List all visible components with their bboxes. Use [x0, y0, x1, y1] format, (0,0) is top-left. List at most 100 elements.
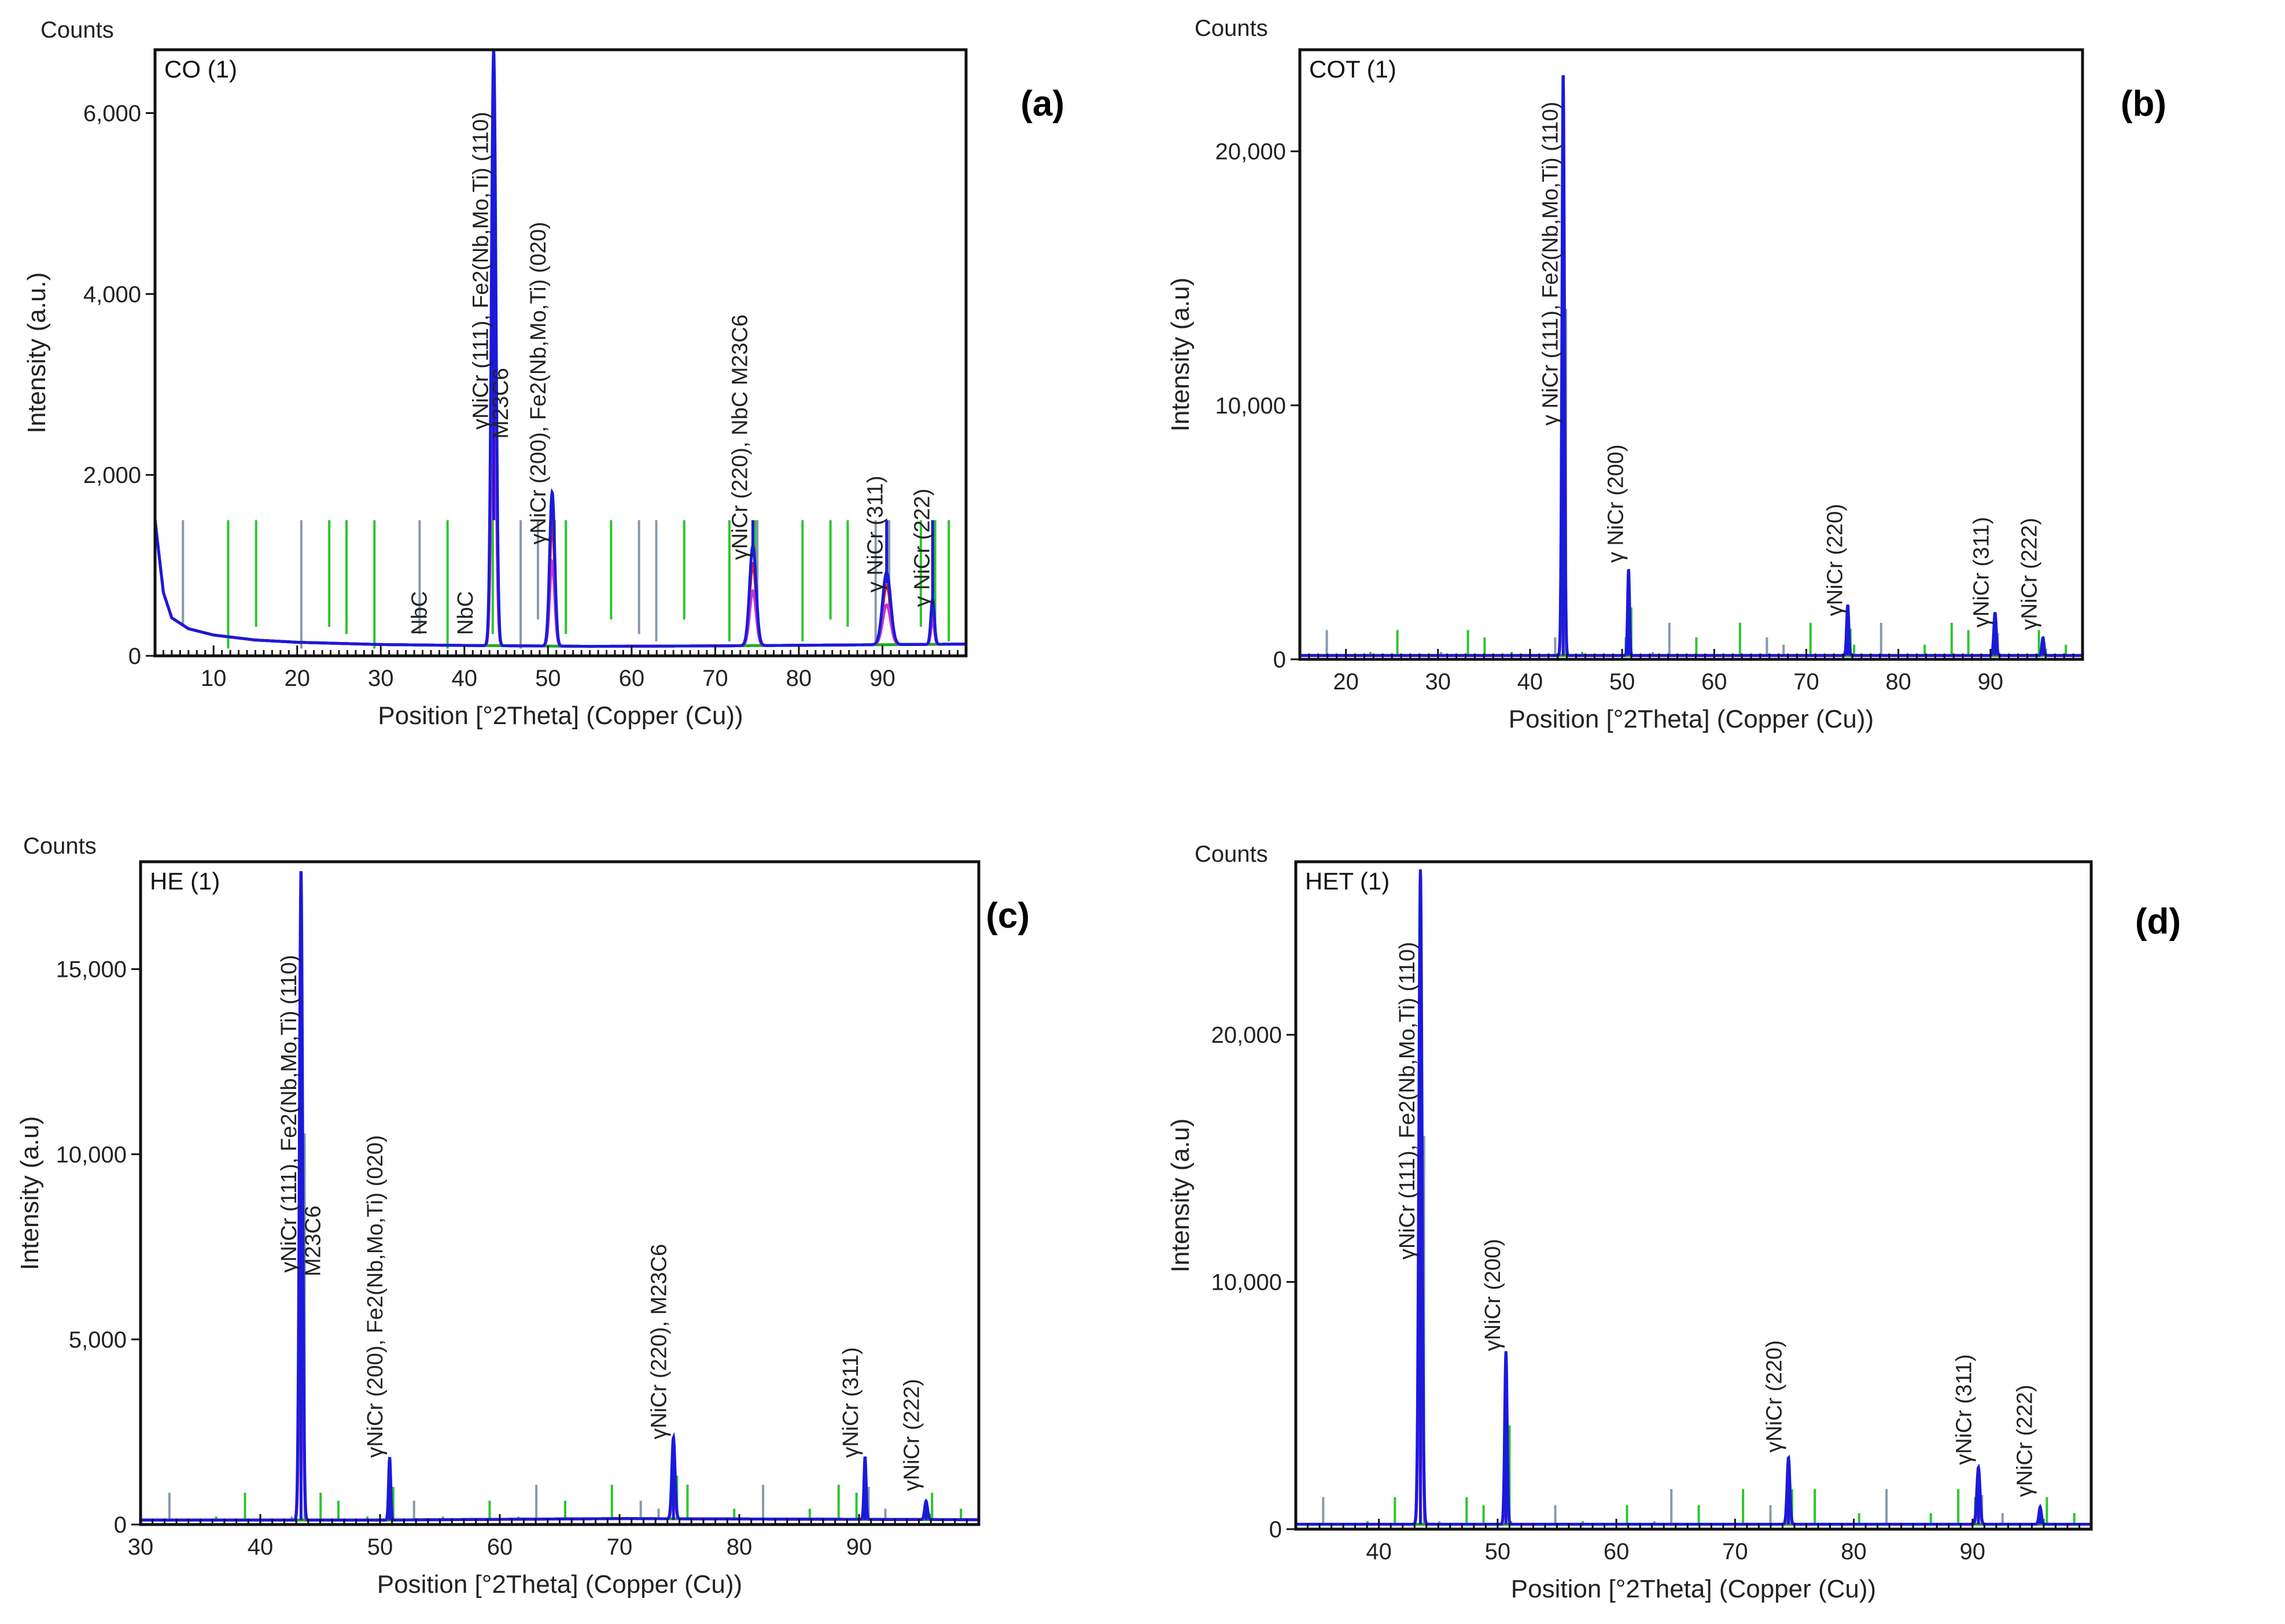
peak-annotation: γNiCr (220), NbC M23C6 — [728, 315, 752, 560]
y-tick-label: 15,000 — [56, 957, 127, 983]
sample-label: COT (1) — [1309, 56, 1396, 83]
x-tick-label: 70 — [1793, 669, 1819, 695]
x-tick-label: 30 — [1425, 669, 1451, 695]
panel-label: (d) — [2135, 902, 2181, 942]
x-tick-label: 60 — [1604, 1539, 1630, 1564]
y-tick-label: 6,000 — [83, 101, 141, 126]
x-tick-label: 60 — [487, 1534, 513, 1560]
xrd-panel-d: Counts 40 50 60 70 80 90 0 10,000 20,000 Position … — [1142, 812, 2285, 1624]
peak-annotation: NbC — [454, 591, 478, 635]
y-tick-label: 0 — [1269, 1517, 1282, 1542]
difference-trace — [1300, 331, 2083, 657]
x-tick-label: 70 — [607, 1534, 633, 1560]
y-tick-label: 20,000 — [1215, 139, 1286, 165]
x-tick-label: 90 — [846, 1534, 872, 1560]
x-tick-label: 60 — [619, 666, 645, 691]
measured-trace — [155, 48, 966, 648]
plot-area — [155, 48, 966, 649]
x-axis-title: Position [°2Theta] (Copper (Cu)) — [377, 1570, 742, 1599]
peak-annotation: γ NiCr (111), Fe2(Nb,Mo,Ti) (110) — [1539, 102, 1563, 426]
peak-annotation: γNiCr (220) — [1823, 504, 1848, 616]
difference-trace — [141, 1162, 979, 1522]
xrd-chart-b: Counts 20 30 40 50 60 70 80 90 0 10,000 20,000 Posit… — [1166, 16, 2166, 733]
calculated-trace — [155, 156, 966, 648]
y-axis-title: Intensity (a.u) — [1166, 1119, 1195, 1273]
x-tick-label: 80 — [1885, 669, 1911, 695]
x-tick-label: 80 — [1841, 1539, 1867, 1564]
x-tick-label: 40 — [1517, 669, 1543, 695]
x-axis-title: Position [°2Theta] (Copper (Cu)) — [1509, 705, 1874, 733]
y-tick-label: 5,000 — [69, 1327, 127, 1353]
counts-label: Counts — [40, 17, 114, 43]
x-tick-label: 90 — [1960, 1539, 1986, 1564]
x-tick-label: 90 — [1978, 669, 2004, 695]
y-tick-label: 2,000 — [83, 463, 141, 488]
x-tick-label: 20 — [1333, 669, 1359, 695]
peak-annotation: γNiCr (111), Fe2(Nb,Mo,Ti) (110) — [277, 955, 301, 1273]
counts-label: Counts — [23, 833, 97, 859]
difference-trace — [155, 317, 966, 648]
plot-area — [1296, 869, 2091, 1526]
peak-annotation: γNiCr (200), Fe2(Nb,Mo,Ti) (020) — [526, 222, 551, 544]
sample-label: CO (1) — [164, 56, 237, 83]
baseline-trace — [155, 520, 966, 648]
y-tick-label: 0 — [128, 644, 141, 669]
peak-annotation: γ NiCr (200) — [1604, 444, 1628, 563]
peak-annotation: γNiCr (220) — [1762, 1340, 1786, 1452]
peak-annotation: γNiCr (222) — [2013, 1385, 2037, 1497]
measured-trace — [1296, 869, 2091, 1526]
x-tick-label: 70 — [1722, 1539, 1748, 1564]
peak-annotation: M23C6 — [489, 368, 513, 439]
peak-annotation: γNiCr (111), Fe2(Nb,Mo,Ti) (110) — [469, 112, 493, 430]
y-tick-label: 4,000 — [83, 282, 141, 307]
peak-annotation: γNiCr (111), Fe2(Nb,Mo,Ti) (110) — [1395, 942, 1420, 1260]
sample-label: HET (1) — [1305, 868, 1390, 895]
panel-label: (a) — [1020, 84, 1064, 124]
xrd-panel-b: Counts 20 30 40 50 60 70 80 90 0 10,000 20,000 Posit… — [1142, 0, 2285, 812]
x-tick-label: 30 — [128, 1534, 154, 1560]
y-tick-label: 20,000 — [1211, 1023, 1282, 1048]
x-tick-label: 70 — [702, 666, 728, 691]
y-tick-label: 0 — [114, 1512, 127, 1538]
x-tick-label: 90 — [869, 666, 895, 691]
plot-frame — [153, 48, 968, 658]
peak-annotation: NbC — [408, 591, 432, 635]
peak-annotation: γNiCr (311) — [839, 1347, 863, 1457]
y-axis-title: Intensity (a.u) — [16, 1116, 44, 1271]
x-tick-label: 10 — [201, 666, 227, 691]
xrd-panel-c: Counts 30 40 50 60 70 80 90 0 5,000 10,000 15,000 Po… — [0, 812, 1142, 1624]
x-tick-label: 60 — [1701, 669, 1727, 695]
sample-label: HE (1) — [150, 868, 220, 895]
y-tick-label: 10,000 — [1211, 1270, 1282, 1295]
peak-annotation: γ NiCr (311) — [863, 476, 887, 593]
x-tick-label: 50 — [367, 1534, 393, 1560]
x-tick-label: 40 — [1366, 1539, 1392, 1564]
y-axis-title: Intensity (a.u) — [1166, 278, 1195, 432]
counts-label: Counts — [1195, 16, 1268, 41]
panel-label: (b) — [2121, 84, 2166, 124]
y-tick-label: 10,000 — [1215, 393, 1286, 419]
panel-label: (c) — [986, 896, 1030, 936]
x-tick-label: 40 — [248, 1534, 274, 1560]
measured-trace — [1300, 75, 2083, 657]
peak-annotation: γNiCr (222) — [2017, 518, 2041, 630]
peak-annotation: γNiCr (222) — [900, 1379, 924, 1491]
peak-annotation: γNiCr (311) — [1970, 517, 1994, 628]
calculated-trace — [1300, 179, 2083, 657]
xrd-chart-a: Counts 10 20 30 40 50 60 70 80 90 0 2,000 4,000 6,000… — [23, 17, 1064, 730]
xrd-chart-c: Counts 30 40 50 60 70 80 90 0 5,000 10,000 15,000 Po… — [16, 833, 1030, 1599]
x-axis-title: Position [°2Theta] (Copper (Cu)) — [378, 702, 743, 730]
peak-annotation: γ NiCr (222) — [910, 489, 934, 607]
xrd-panel-a: Counts 10 20 30 40 50 60 70 80 90 0 2,000 4,000 6,000… — [0, 0, 1142, 812]
plot-frame — [1298, 48, 2084, 661]
x-tick-label: 40 — [452, 666, 478, 691]
plot-area — [1300, 75, 2083, 657]
x-tick-label: 50 — [1485, 1539, 1511, 1564]
x-tick-label: 50 — [1609, 669, 1635, 695]
x-axis-title: Position [°2Theta] (Copper (Cu)) — [1511, 1575, 1876, 1603]
peak-annotation: M23C6 — [301, 1206, 326, 1277]
peak-annotation: γNiCr (311) — [1952, 1354, 1977, 1464]
y-tick-label: 10,000 — [56, 1142, 127, 1168]
x-tick-label: 20 — [284, 666, 310, 691]
x-tick-label: 80 — [727, 1534, 753, 1560]
